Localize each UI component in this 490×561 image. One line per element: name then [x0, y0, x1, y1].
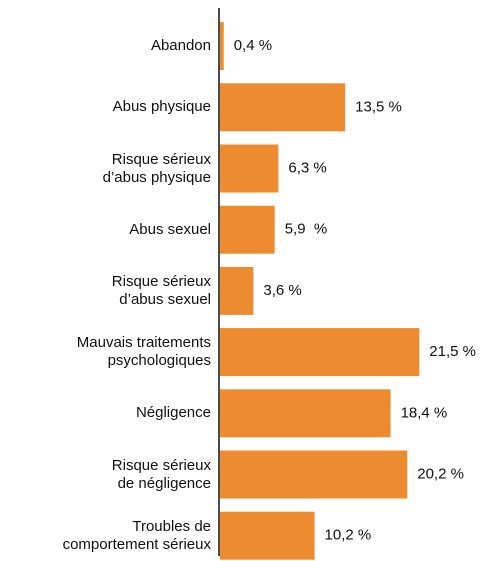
- value-label: 3,6 %: [263, 282, 301, 299]
- category-label: Abandon: [150, 37, 211, 55]
- value-label: 18,4 %: [401, 404, 448, 421]
- bar: [220, 389, 391, 438]
- category-label: Troubles de comportement sérieux: [62, 517, 211, 553]
- bar: [220, 83, 346, 132]
- category-label: Abus sexuel: [129, 220, 211, 238]
- bar: [220, 328, 420, 377]
- value-label: 0,4 %: [234, 37, 272, 54]
- category-label: Risque sérieux d’abus physique: [102, 150, 211, 186]
- value-label: 20,2 %: [417, 465, 464, 482]
- value-label: 10,2 %: [325, 527, 372, 544]
- value-label: 5,9 %: [285, 221, 328, 238]
- bar: [220, 144, 279, 193]
- value-label: 6,3 %: [288, 159, 326, 176]
- bar: [220, 450, 408, 499]
- bar: [220, 266, 254, 315]
- bar: [220, 511, 315, 560]
- value-label: 21,5 %: [429, 343, 476, 360]
- value-label: 13,5 %: [355, 98, 402, 115]
- category-label: Négligence: [135, 404, 211, 422]
- category-label: Mauvais traitements psychologiques: [76, 334, 211, 370]
- category-label: Risque sérieux de négligence: [111, 456, 211, 492]
- category-label: Risque sérieux d’abus sexuel: [111, 272, 211, 308]
- category-label: Abus physique: [112, 98, 211, 116]
- bar: [220, 22, 224, 71]
- bar: [220, 205, 275, 254]
